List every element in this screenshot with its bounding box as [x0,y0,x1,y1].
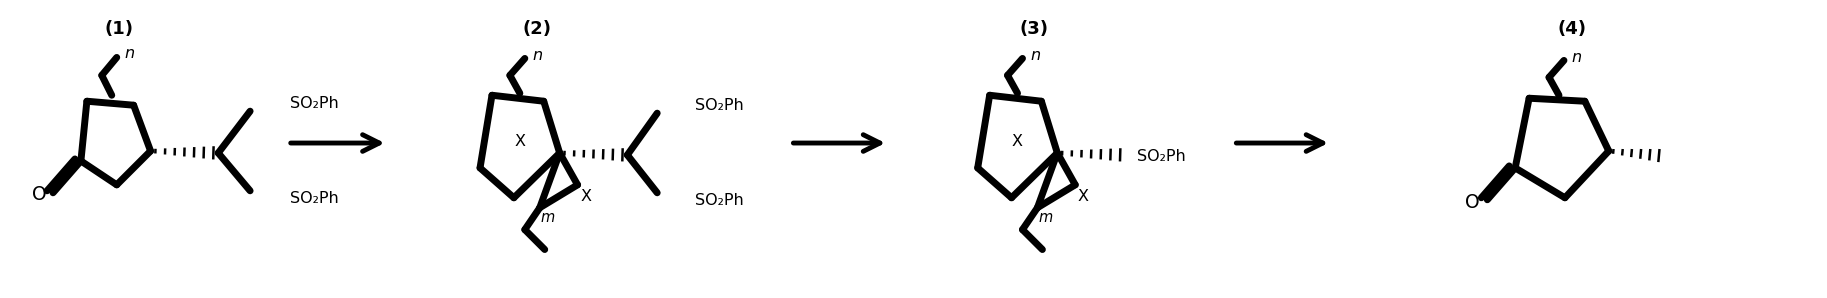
Text: O: O [31,185,46,204]
Text: SO₂Ph: SO₂Ph [290,191,338,206]
Text: X: X [579,189,592,204]
Text: X: X [1012,134,1023,148]
Text: O: O [1465,193,1480,212]
Text: m: m [1038,210,1052,225]
Text: SO₂Ph: SO₂Ph [694,98,744,113]
Text: SO₂Ph: SO₂Ph [694,193,744,208]
Text: n: n [124,46,135,61]
Text: (3): (3) [1019,20,1049,38]
Text: m: m [541,210,555,225]
Text: (1): (1) [104,20,133,38]
Text: (2): (2) [523,20,552,38]
Text: n: n [1571,50,1582,65]
Text: X: X [1078,189,1089,204]
Text: n: n [1030,48,1041,63]
Text: (4): (4) [1557,20,1586,38]
Text: SO₂Ph: SO₂Ph [1136,150,1186,164]
Text: n: n [533,48,543,63]
Text: SO₂Ph: SO₂Ph [290,96,338,111]
Text: X: X [515,134,526,148]
